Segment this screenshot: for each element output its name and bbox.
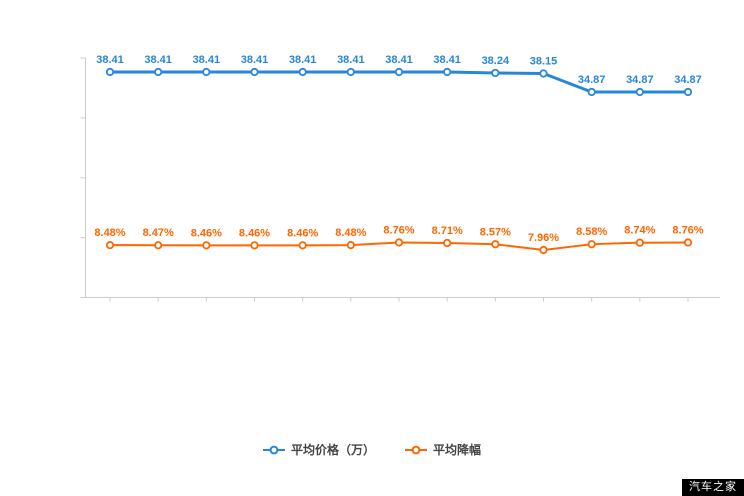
svg-text:38.24: 38.24: [482, 55, 510, 67]
legend-label-average-price: 平均价格（万）: [290, 443, 375, 457]
legend-item-average-discount[interactable]: 平均降幅: [405, 441, 481, 458]
chart-legend: 平均价格（万） 平均降幅: [0, 441, 744, 458]
svg-text:34.87: 34.87: [626, 74, 654, 86]
svg-text:8.57%: 8.57%: [480, 226, 511, 238]
svg-text:8.76%: 8.76%: [383, 225, 414, 237]
svg-text:8.76%: 8.76%: [672, 225, 703, 237]
svg-text:8.46%: 8.46%: [191, 227, 222, 239]
svg-text:8.74%: 8.74%: [624, 225, 655, 237]
watermark-autohome: 汽车之家: [682, 479, 744, 496]
svg-text:8.47%: 8.47%: [143, 227, 174, 239]
svg-text:38.41: 38.41: [241, 54, 269, 66]
svg-text:8.58%: 8.58%: [576, 226, 607, 238]
svg-text:38.41: 38.41: [193, 54, 221, 66]
line-series-marker-icon: [262, 445, 285, 454]
svg-text:8.71%: 8.71%: [432, 225, 463, 237]
legend-label-average-discount: 平均降幅: [433, 443, 482, 457]
svg-text:34.87: 34.87: [674, 74, 702, 86]
svg-text:38.41: 38.41: [337, 54, 365, 66]
line-series-marker-icon: [405, 445, 427, 454]
svg-text:38.41: 38.41: [144, 54, 172, 66]
svg-text:38.41: 38.41: [96, 54, 124, 66]
svg-text:7.96%: 7.96%: [528, 232, 559, 244]
svg-text:8.48%: 8.48%: [94, 227, 125, 239]
svg-text:38.41: 38.41: [433, 54, 461, 66]
svg-text:38.41: 38.41: [289, 54, 317, 66]
legend-item-average-price[interactable]: 平均价格（万）: [262, 441, 375, 458]
svg-text:34.87: 34.87: [578, 74, 606, 86]
svg-text:8.48%: 8.48%: [335, 227, 366, 239]
svg-text:38.41: 38.41: [385, 54, 413, 66]
svg-text:8.46%: 8.46%: [287, 227, 318, 239]
svg-text:38.15: 38.15: [530, 55, 558, 67]
svg-text:8.46%: 8.46%: [239, 227, 270, 239]
